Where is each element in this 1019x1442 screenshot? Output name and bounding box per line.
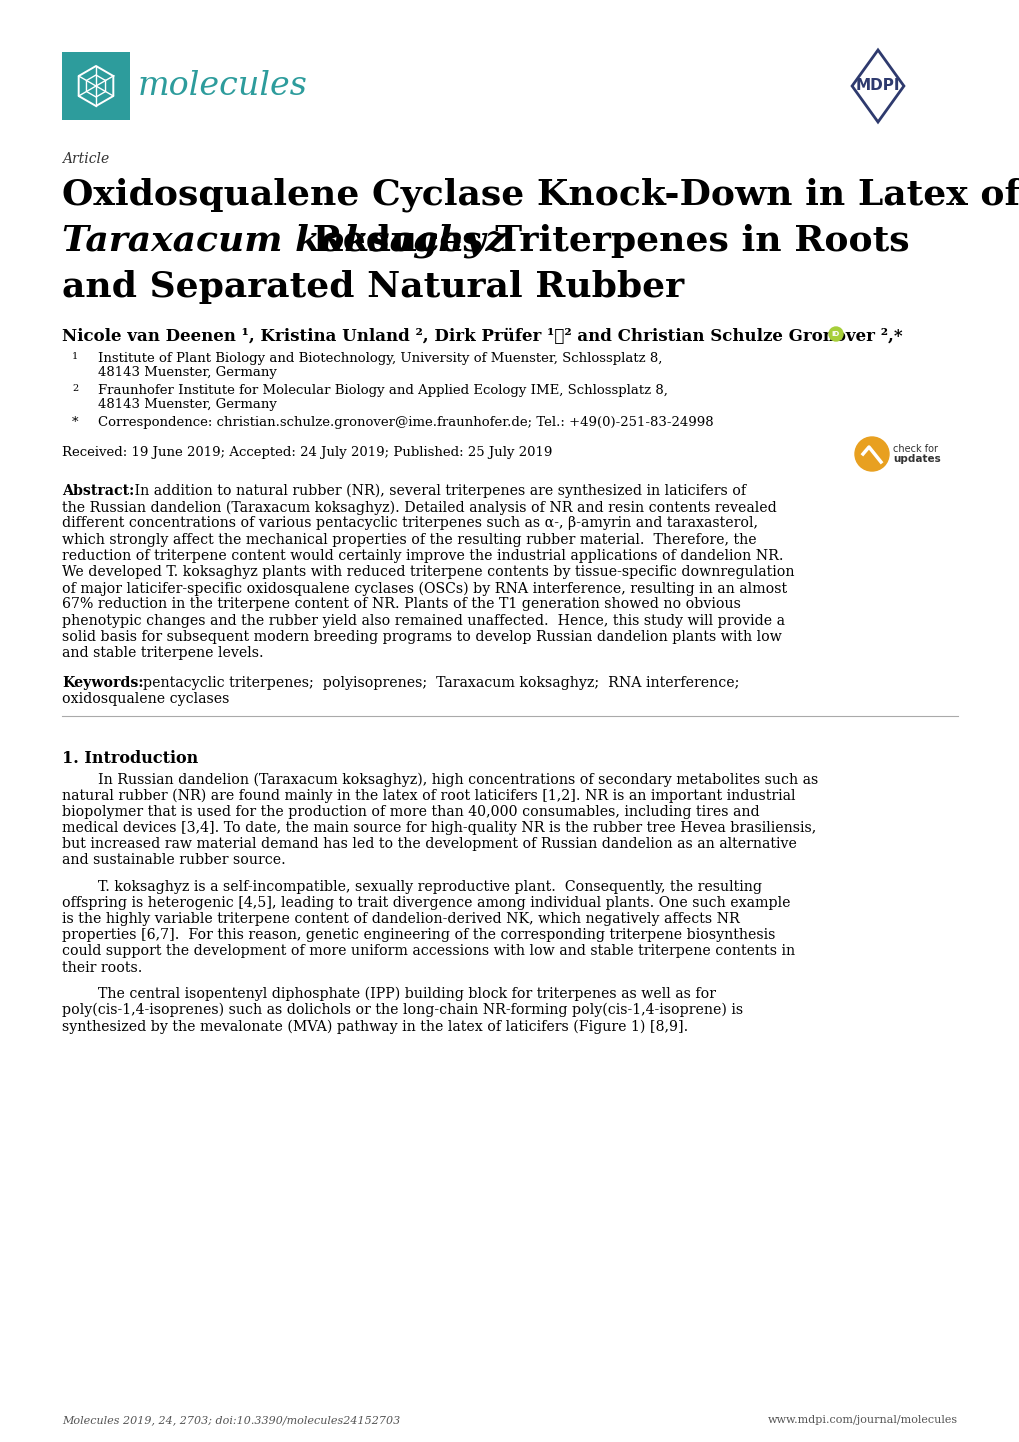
Text: 1. Introduction: 1. Introduction bbox=[62, 750, 198, 767]
Text: 1: 1 bbox=[72, 352, 78, 360]
Text: MDPI: MDPI bbox=[855, 78, 900, 94]
Text: biopolymer that is used for the production of more than 40,000 consumables, incl: biopolymer that is used for the producti… bbox=[62, 805, 759, 819]
Text: their roots.: their roots. bbox=[62, 960, 143, 975]
Text: Taraxacum koksaghyz: Taraxacum koksaghyz bbox=[62, 224, 505, 258]
Text: Reduces Triterpenes in Roots: Reduces Triterpenes in Roots bbox=[300, 224, 909, 258]
Text: Fraunhofer Institute for Molecular Biology and Applied Ecology IME, Schlossplatz: Fraunhofer Institute for Molecular Biolo… bbox=[98, 384, 667, 397]
Text: www.mdpi.com/journal/molecules: www.mdpi.com/journal/molecules bbox=[767, 1415, 957, 1425]
Text: Article: Article bbox=[62, 151, 109, 166]
Text: pentacyclic triterpenes;  polyisoprenes;  Taraxacum koksaghyz;  RNA interference: pentacyclic triterpenes; polyisoprenes; … bbox=[133, 676, 739, 691]
Text: iD: iD bbox=[832, 332, 840, 337]
Text: which strongly affect the mechanical properties of the resulting rubber material: which strongly affect the mechanical pro… bbox=[62, 532, 756, 547]
Text: properties [6,7].  For this reason, genetic engineering of the corresponding tri: properties [6,7]. For this reason, genet… bbox=[62, 929, 774, 942]
Text: oxidosqualene cyclases: oxidosqualene cyclases bbox=[62, 692, 229, 707]
Text: molecules: molecules bbox=[138, 71, 308, 102]
Text: 48143 Muenster, Germany: 48143 Muenster, Germany bbox=[98, 398, 276, 411]
Text: check for: check for bbox=[892, 444, 937, 454]
Text: 67% reduction in the triterpene content of NR. Plants of the T1 generation showe: 67% reduction in the triterpene content … bbox=[62, 597, 740, 611]
Text: phenotypic changes and the rubber yield also remained unaffected.  Hence, this s: phenotypic changes and the rubber yield … bbox=[62, 614, 785, 627]
Text: Keywords:: Keywords: bbox=[62, 676, 144, 691]
Text: could support the development of more uniform accessions with low and stable tri: could support the development of more un… bbox=[62, 945, 795, 959]
Text: reduction of triterpene content would certainly improve the industrial applicati: reduction of triterpene content would ce… bbox=[62, 549, 783, 562]
Text: offspring is heterogenic [4,5], leading to trait divergence among individual pla: offspring is heterogenic [4,5], leading … bbox=[62, 895, 790, 910]
Text: T. koksaghyz is a self-incompatible, sexually reproductive plant.  Consequently,: T. koksaghyz is a self-incompatible, sex… bbox=[98, 880, 761, 894]
Text: but increased raw material demand has led to the development of Russian dandelio: but increased raw material demand has le… bbox=[62, 838, 796, 851]
Text: and stable triterpene levels.: and stable triterpene levels. bbox=[62, 646, 263, 660]
Text: Correspondence: christian.schulze.gronover@ime.fraunhofer.de; Tel.: +49(0)-251-8: Correspondence: christian.schulze.gronov… bbox=[98, 415, 713, 430]
Text: We developed T. koksaghyz plants with reduced triterpene contents by tissue-spec: We developed T. koksaghyz plants with re… bbox=[62, 565, 794, 580]
Text: The central isopentenyl diphosphate (IPP) building block for triterpenes as well: The central isopentenyl diphosphate (IPP… bbox=[98, 986, 715, 1001]
Circle shape bbox=[828, 327, 842, 340]
Text: is the highly variable triterpene content of dandelion-derived NK, which negativ: is the highly variable triterpene conten… bbox=[62, 911, 739, 926]
Text: Abstract:: Abstract: bbox=[62, 485, 135, 497]
Text: medical devices [3,4]. To date, the main source for high-quality NR is the rubbe: medical devices [3,4]. To date, the main… bbox=[62, 820, 815, 835]
Text: Molecules 2019, 24, 2703; doi:10.3390/molecules24152703: Molecules 2019, 24, 2703; doi:10.3390/mo… bbox=[62, 1415, 399, 1425]
Text: *: * bbox=[72, 415, 78, 430]
Text: poly(cis-1,4-isoprenes) such as dolichols or the long-chain NR-forming poly(cis-: poly(cis-1,4-isoprenes) such as dolichol… bbox=[62, 1004, 743, 1018]
Text: In addition to natural rubber (NR), several triterpenes are synthesized in latic: In addition to natural rubber (NR), seve… bbox=[129, 485, 745, 499]
Text: In Russian dandelion (Taraxacum koksaghyz), high concentrations of secondary met: In Russian dandelion (Taraxacum koksaghy… bbox=[98, 773, 817, 787]
Text: Oxidosqualene Cyclase Knock-Down in Latex of: Oxidosqualene Cyclase Knock-Down in Late… bbox=[62, 177, 1019, 212]
Text: Received: 19 June 2019; Accepted: 24 July 2019; Published: 25 July 2019: Received: 19 June 2019; Accepted: 24 Jul… bbox=[62, 446, 552, 459]
Text: solid basis for subsequent modern breeding programs to develop Russian dandelion: solid basis for subsequent modern breedi… bbox=[62, 630, 782, 643]
Circle shape bbox=[854, 437, 889, 472]
Text: the Russian dandelion (Taraxacum koksaghyz). Detailed analysis of NR and resin c: the Russian dandelion (Taraxacum koksagh… bbox=[62, 500, 776, 515]
Text: natural rubber (NR) are found mainly in the latex of root laticifers [1,2]. NR i: natural rubber (NR) are found mainly in … bbox=[62, 789, 795, 803]
Text: updates: updates bbox=[892, 454, 940, 464]
FancyBboxPatch shape bbox=[62, 52, 129, 120]
Text: 48143 Muenster, Germany: 48143 Muenster, Germany bbox=[98, 366, 276, 379]
Text: and sustainable rubber source.: and sustainable rubber source. bbox=[62, 854, 285, 868]
Text: Nicole van Deenen ¹, Kristina Unland ², Dirk Prüfer ¹‧² and Christian Schulze Gr: Nicole van Deenen ¹, Kristina Unland ², … bbox=[62, 327, 902, 345]
Text: synthesized by the mevalonate (MVA) pathway in the latex of laticifers (Figure 1: synthesized by the mevalonate (MVA) path… bbox=[62, 1019, 688, 1034]
Text: and Separated Natural Rubber: and Separated Natural Rubber bbox=[62, 270, 684, 304]
Text: of major laticifer-specific oxidosqualene cyclases (OSCs) by RNA interference, r: of major laticifer-specific oxidosqualen… bbox=[62, 581, 787, 596]
Text: 2: 2 bbox=[72, 384, 78, 394]
Text: different concentrations of various pentacyclic triterpenes such as α-, β-amyrin: different concentrations of various pent… bbox=[62, 516, 757, 531]
Text: Institute of Plant Biology and Biotechnology, University of Muenster, Schlosspla: Institute of Plant Biology and Biotechno… bbox=[98, 352, 661, 365]
Polygon shape bbox=[851, 50, 903, 123]
